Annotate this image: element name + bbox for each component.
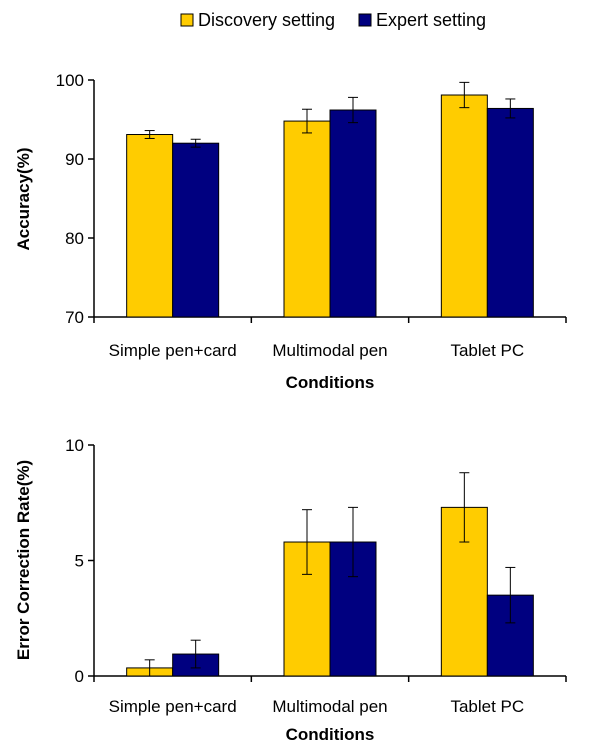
legend-label-discovery: Discovery setting — [198, 10, 335, 30]
y-tick-label: 90 — [65, 150, 84, 169]
y-tick-label: 0 — [75, 667, 84, 686]
x-tick-label: Multimodal pen — [272, 341, 387, 360]
accuracy-chart: Accuracy(%) Conditions 70 80 90 100 Simple p… — [14, 71, 567, 392]
legend-label-expert: Expert setting — [376, 10, 486, 30]
bar — [486, 107, 534, 318]
y-axis-label-accuracy: Accuracy(%) — [14, 148, 33, 251]
y-tick-label: 70 — [65, 308, 84, 327]
bar — [126, 134, 174, 318]
bar — [440, 94, 488, 318]
bar — [329, 109, 377, 318]
legend: Discovery setting Expert setting — [180, 10, 486, 30]
x-tick-label: Tablet PC — [450, 341, 524, 360]
y-tick-label: 100 — [56, 71, 84, 90]
x-tick-label: Simple pen+card — [109, 697, 237, 716]
x-axis-label-conditions: Conditions — [286, 725, 375, 744]
y-axis-label-error-correction: Error Correction Rate(%) — [14, 460, 33, 660]
bar — [283, 120, 331, 318]
y-tick-label: 10 — [65, 436, 84, 455]
y-tick-label: 5 — [75, 552, 84, 571]
bar — [172, 142, 220, 318]
x-tick-label: Tablet PC — [450, 697, 524, 716]
error-correction-chart: Error Correction Rate(%) Conditions 0 5 10… — [14, 436, 567, 744]
legend-swatch-expert — [358, 13, 372, 27]
x-axis-label-conditions: Conditions — [286, 373, 375, 392]
legend-swatch-discovery — [180, 13, 194, 27]
x-tick-label: Multimodal pen — [272, 697, 387, 716]
y-tick-label: 80 — [65, 229, 84, 248]
x-tick-label: Simple pen+card — [109, 341, 237, 360]
